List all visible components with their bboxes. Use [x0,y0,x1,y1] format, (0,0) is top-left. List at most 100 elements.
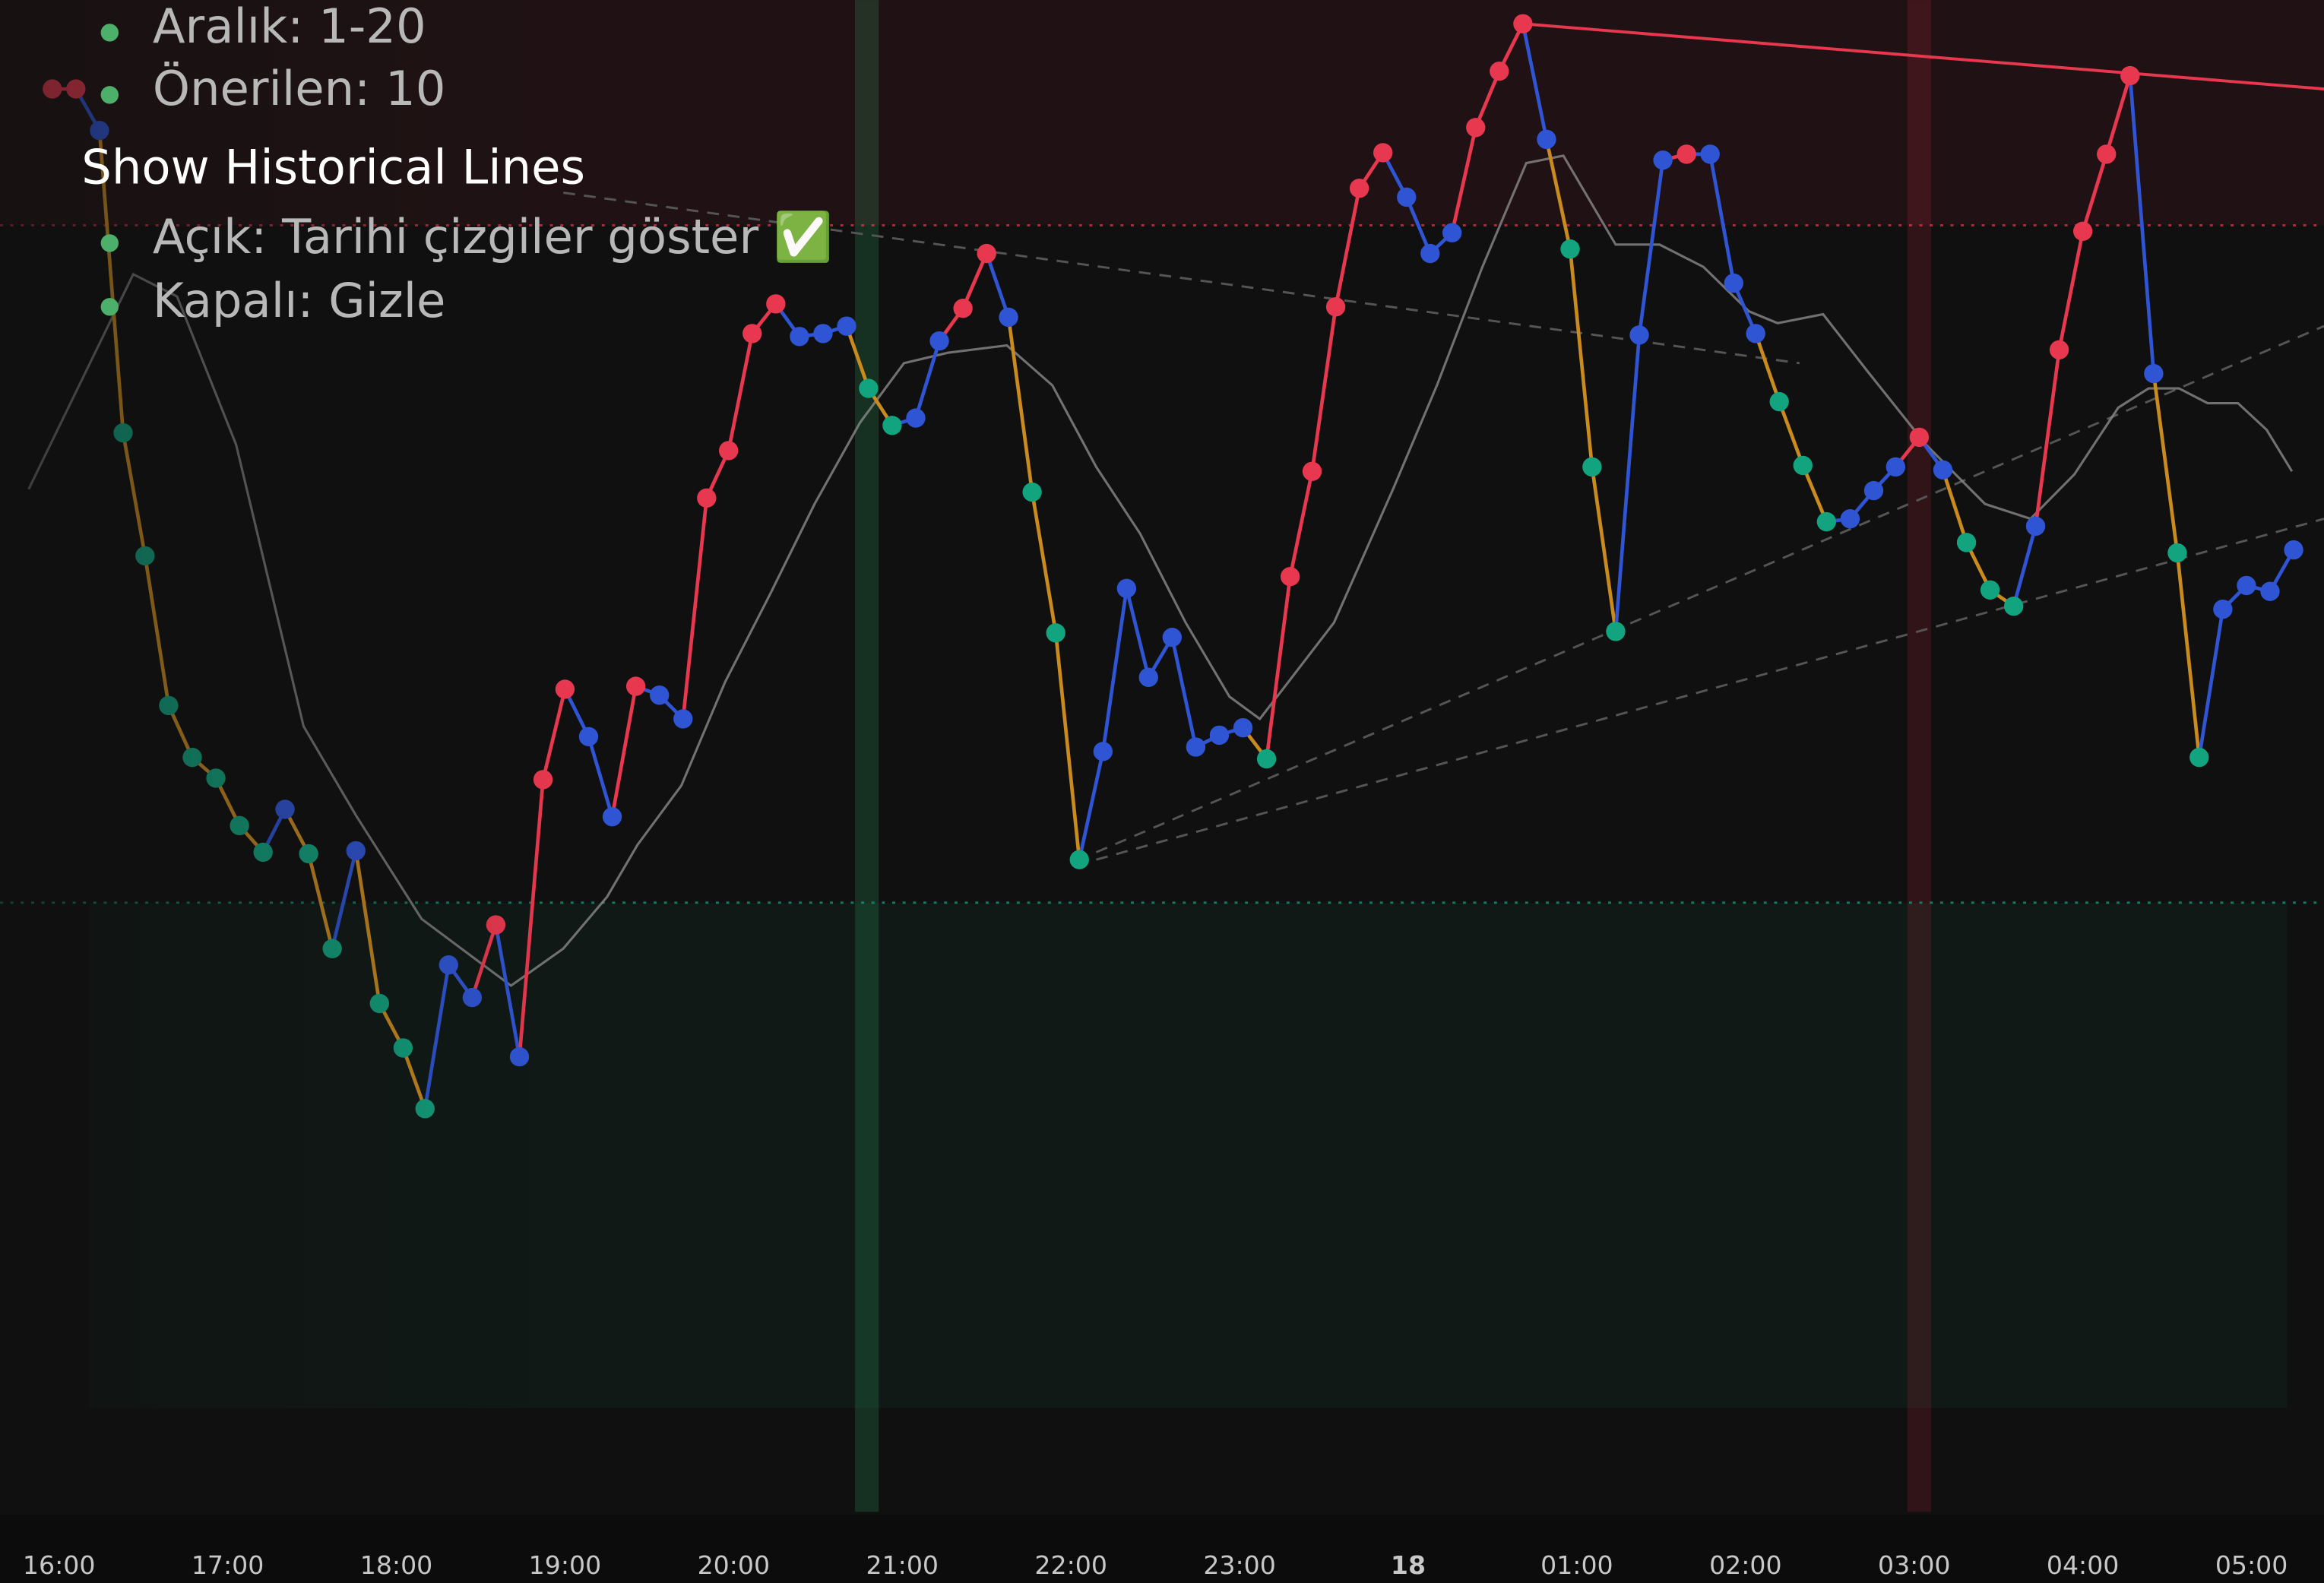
x-tick-label: 01:00 [1540,1550,1613,1580]
data-point [1677,144,1696,164]
heading: Show Historical Lines [81,139,585,195]
data-point [1956,533,1977,552]
trend-line [1096,518,2324,861]
bullet [100,86,119,104]
trend-line [1095,325,2324,853]
x-tick-label: 22:00 [1034,1550,1107,1580]
data-point [602,806,622,827]
data-point [1093,742,1113,761]
data-point [1909,427,1930,448]
line-segment [1310,306,1338,472]
list-item: Kapalı: Gizle [153,273,446,328]
x-tick-label: 23:00 [1203,1550,1276,1580]
line-segment [1053,632,1081,860]
line-segment [1708,154,1736,283]
line-segment [1474,70,1501,128]
x-tick-label: 18 [1391,1550,1426,1580]
data-point [2213,599,2233,619]
data-point [2237,575,2256,596]
data-point [1256,749,1277,769]
data-point [1537,129,1556,150]
x-tick-label: 20:00 [698,1550,771,1580]
trend-line [1522,22,2324,91]
help-overlay: Aralık: 1-20 Önerilen: 10 Show Historical … [81,0,832,328]
line-segment [1170,637,1198,748]
data-point [2144,363,2164,384]
data-point [766,294,786,314]
line-segment [2128,75,2156,374]
line-segment [913,340,942,419]
line-segment [1404,196,1433,255]
time-axis-bar [0,1515,2324,1583]
line-segment [1637,160,1665,336]
data-point [929,331,949,351]
x-tick-label: 18:00 [360,1550,433,1580]
line-segment [1521,23,1549,140]
data-point [1793,455,1813,476]
data-point [697,488,717,508]
data-point [1490,61,1509,81]
data-point [1629,325,1649,345]
data-point [1840,508,1860,529]
data-point [790,327,809,347]
line-segment [587,736,614,818]
data-point [718,441,739,461]
line-segment [844,325,871,389]
data-point [1233,717,1253,738]
data-point [625,676,646,696]
data-point [2025,516,2046,537]
line-segment [2057,230,2085,350]
list-item: Aralık: 1-20 [153,0,426,54]
data-point [1582,457,1602,477]
line-segment [1568,249,1594,467]
data-point [1138,667,1158,688]
time-band [855,0,879,1512]
data-point [1980,580,2000,600]
x-tick-label: 02:00 [1709,1550,1782,1580]
line-segment [1030,492,1058,634]
line-segment [1590,467,1618,632]
line-segment [610,685,638,818]
data-point [1885,457,1906,477]
line-segment [984,252,1011,318]
data-point [999,307,1018,328]
line-segment [1450,127,1478,233]
data-point [1863,480,1884,501]
line-segment [1941,469,1968,543]
line-segment [1006,317,1034,492]
line-segment [1125,587,1151,678]
x-tick-label: 21:00 [866,1550,939,1580]
data-point [1302,461,1322,481]
line-segment [2081,154,2108,232]
line-segment [1334,188,1361,308]
line-segment [1753,333,1781,403]
list-item: Önerilen: 10 [153,61,446,116]
data-point [1022,482,1042,502]
data-point [2003,597,2024,616]
line-segment [1544,138,1572,250]
data-point [2097,144,2117,164]
data-point [1186,737,1206,757]
x-tick-label: 05:00 [2215,1550,2288,1580]
data-point [1280,567,1300,587]
data-point [2072,221,2093,241]
x-tick-label: 17:00 [192,1550,264,1580]
line-segment [961,252,989,309]
data-point [813,324,833,344]
data-point [1746,324,1765,344]
data-point [650,685,670,705]
line-segment [1801,464,1828,523]
line-segment [2197,609,2225,758]
x-tick-label: 04:00 [2047,1550,2120,1580]
data-point [1116,578,1137,598]
data-point [1933,460,1953,480]
data-point [1162,627,1182,647]
data-point [1466,118,1486,138]
data-point [1560,239,1580,259]
data-point [1442,223,1462,242]
data-point [1349,179,1369,198]
trend-line [562,192,1800,365]
data-point [1373,143,1393,163]
line-segment [1101,587,1129,752]
line-segment [2034,350,2061,527]
